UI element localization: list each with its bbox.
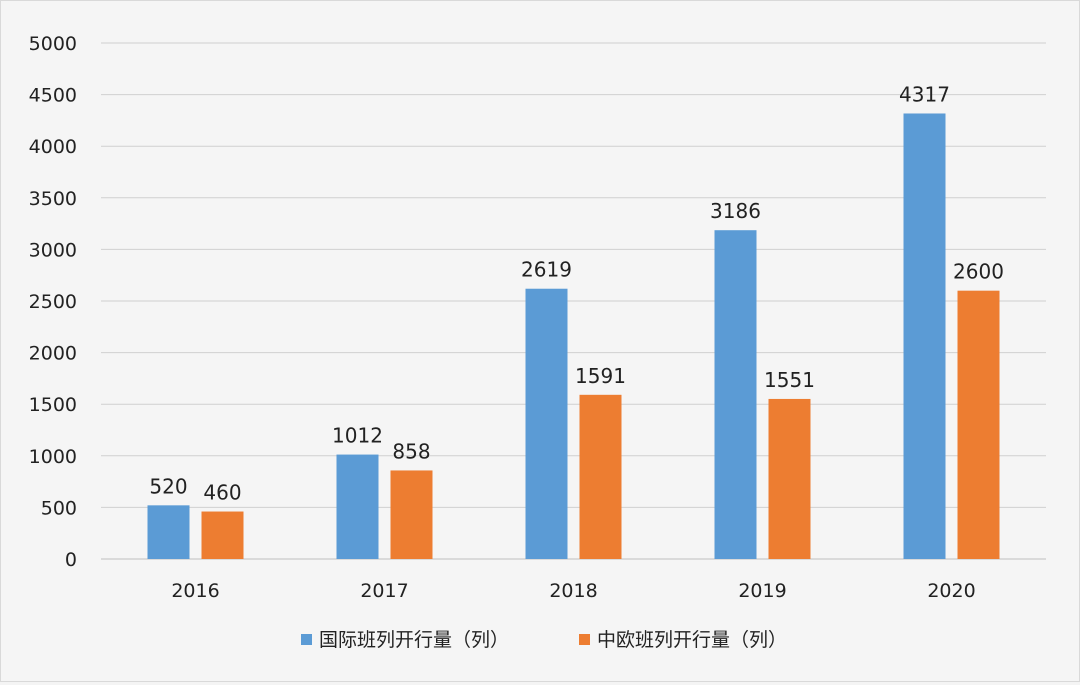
y-tick-label: 2000 xyxy=(29,343,77,365)
bar-international xyxy=(147,505,190,559)
data-label: 520 xyxy=(149,474,187,498)
data-labels: 520 460 1012 858 2619 1591 3186 1551 4317 2600 xyxy=(149,82,1004,504)
legend-swatch-china-europe xyxy=(579,634,590,645)
y-tick-label: 2500 xyxy=(29,291,77,313)
y-tick-label: 500 xyxy=(41,497,77,519)
bar-international xyxy=(714,230,757,559)
data-label: 460 xyxy=(203,481,241,505)
bar-china-europe xyxy=(768,398,811,559)
bar-international xyxy=(903,113,946,560)
bar-china-europe xyxy=(579,394,622,559)
y-tick-label: 0 xyxy=(65,549,77,571)
x-tick-label: 2020 xyxy=(927,580,975,602)
data-label: 858 xyxy=(392,439,430,463)
y-tick-label: 1000 xyxy=(29,446,77,468)
data-label: 2600 xyxy=(953,260,1004,284)
x-tick-label: 2018 xyxy=(549,580,597,602)
y-tick-label: 5000 xyxy=(29,33,77,55)
bar-international xyxy=(336,454,379,559)
x-tick-label: 2016 xyxy=(171,580,219,602)
x-axis: 2016 2017 2018 2019 2020 xyxy=(171,580,975,602)
bar-china-europe xyxy=(390,470,433,559)
legend-label-china-europe: 中欧班列开行量（列） xyxy=(597,629,787,651)
bar-international xyxy=(525,288,568,559)
data-label: 4317 xyxy=(899,82,950,106)
y-tick-label: 3000 xyxy=(29,239,77,261)
data-label: 3186 xyxy=(710,199,761,223)
bars xyxy=(147,113,1000,560)
data-label: 2619 xyxy=(521,258,572,282)
y-tick-label: 3500 xyxy=(29,188,77,210)
bar-china-europe xyxy=(957,290,1000,559)
gridlines xyxy=(101,42,1046,560)
bar-china-europe xyxy=(201,511,244,559)
data-label: 1591 xyxy=(575,364,626,388)
legend-label-international: 国际班列开行量（列） xyxy=(319,629,509,651)
y-axis: 0 500 1000 1500 2000 2500 3000 3500 4000 4500 5000 xyxy=(29,33,77,571)
legend: 国际班列开行量（列） 中欧班列开行量（列） xyxy=(301,629,787,651)
x-tick-label: 2017 xyxy=(360,580,408,602)
legend-swatch-international xyxy=(301,634,312,645)
data-label: 1551 xyxy=(764,368,815,392)
y-tick-label: 4000 xyxy=(29,136,77,158)
y-tick-label: 4500 xyxy=(29,85,77,107)
data-label: 1012 xyxy=(332,424,383,448)
x-tick-label: 2019 xyxy=(738,580,786,602)
y-tick-label: 1500 xyxy=(29,394,77,416)
